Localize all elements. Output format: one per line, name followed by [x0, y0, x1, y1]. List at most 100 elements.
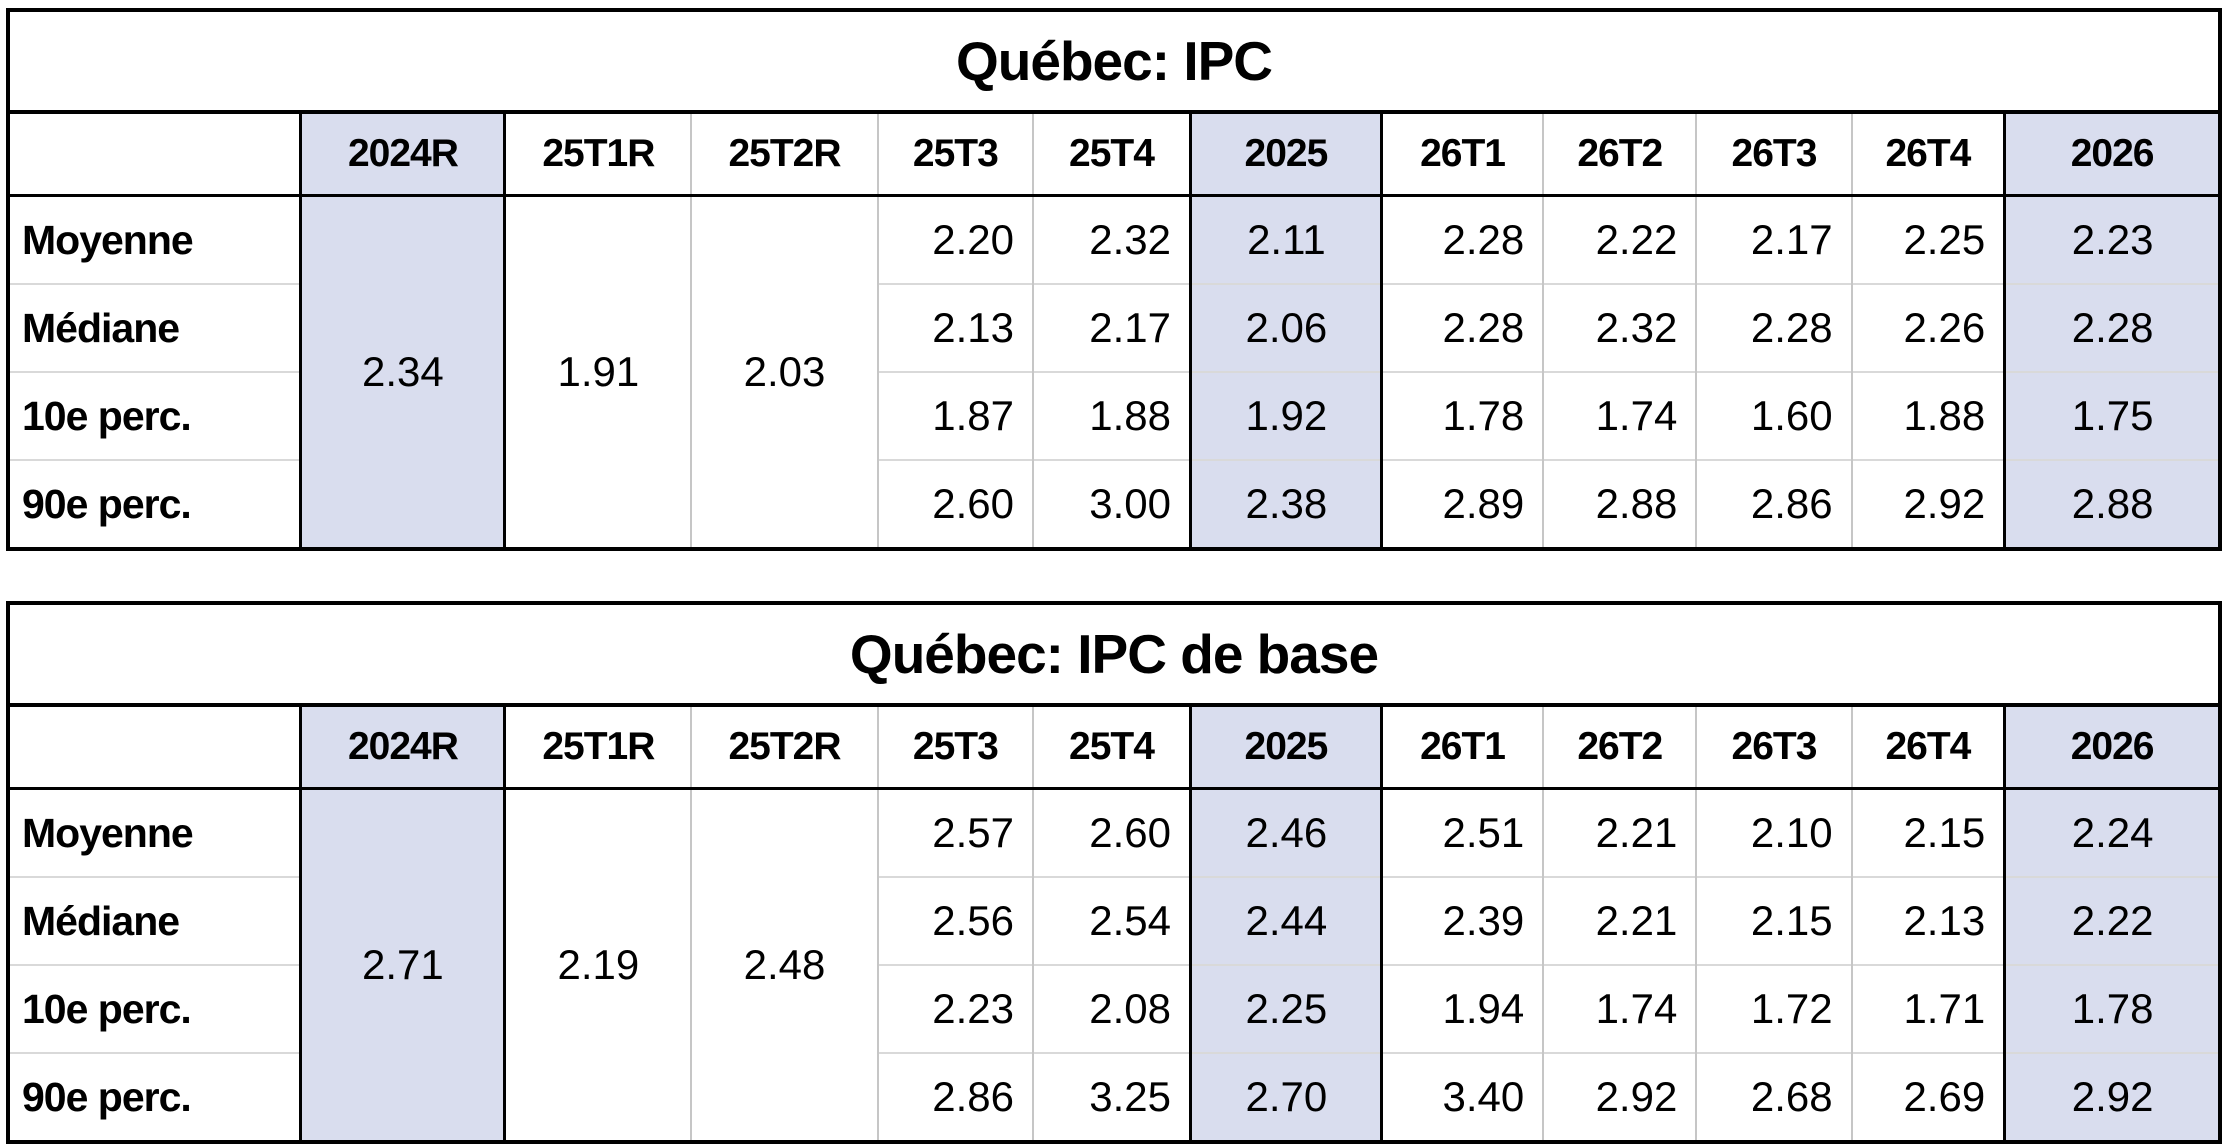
column-header: 25T2R: [690, 112, 878, 197]
value-cell: 2.26: [1850, 283, 2005, 372]
value-cell: 1.88: [1031, 371, 1191, 460]
value-cell: 2.38: [1189, 459, 1382, 549]
merged-value-cell: 2.34: [299, 195, 505, 549]
merged-value-cell: 1.91: [503, 195, 692, 549]
value-cell: 2.22: [1542, 195, 1697, 284]
merged-value-cell: 2.71: [299, 788, 505, 1142]
value-cell: 2.23: [2003, 195, 2220, 284]
value-cell: 1.71: [1850, 964, 2005, 1053]
value-cell: 1.78: [1379, 371, 1544, 460]
value-cell: 2.86: [1695, 459, 1852, 549]
value-cell: 3.25: [1031, 1052, 1191, 1142]
value-cell: 2.46: [1189, 788, 1382, 877]
value-cell: 2.54: [1031, 876, 1191, 965]
value-cell: 2.21: [1542, 876, 1697, 965]
value-cell: 2.32: [1031, 195, 1191, 284]
value-cell: 1.94: [1379, 964, 1544, 1053]
column-header: 26T1: [1379, 112, 1544, 197]
value-cell: 1.75: [2003, 371, 2220, 460]
column-header: 2025: [1189, 705, 1382, 790]
value-cell: 1.88: [1850, 371, 2005, 460]
value-cell: 2.08: [1031, 964, 1191, 1053]
column-header: 25T1R: [503, 705, 692, 790]
value-cell: 1.72: [1695, 964, 1852, 1053]
row-label: Moyenne: [22, 216, 194, 263]
value-cell: 2.86: [876, 1052, 1033, 1142]
value-cell: 2.13: [876, 283, 1033, 372]
forecast-table: Québec: IPC de base 2024R 25T1R 25T2R 25T3 25…: [6, 601, 2222, 1144]
forecast-table: Québec: IPC 2024R 25T1R 25T2R 25T3 25T4 2025 26…: [6, 8, 2222, 551]
value-cell: 2.60: [876, 459, 1033, 549]
row-label: 90e perc.: [8, 1052, 301, 1142]
value-cell: 2.44: [1189, 876, 1382, 965]
value-cell: 2.92: [1542, 1052, 1697, 1142]
forecast-report: Québec: IPC 2024R 25T1R 25T2R 25T3 25T4 2025 26…: [6, 8, 2222, 1144]
column-header: 2026: [2003, 112, 2220, 197]
table-title: Québec: IPC de base: [8, 603, 2220, 707]
column-header: 26T2: [1542, 705, 1697, 790]
column-header: 2026: [2003, 705, 2220, 790]
value-cell: 2.51: [1379, 788, 1544, 877]
value-cell: 1.74: [1542, 964, 1697, 1053]
value-cell: 2.89: [1379, 459, 1544, 549]
value-cell: 2.68: [1695, 1052, 1852, 1142]
row-label: 10e perc.: [8, 371, 301, 460]
value-cell: 2.25: [1189, 964, 1382, 1053]
row-label: Médiane: [8, 283, 301, 372]
row-label: 10e perc.: [8, 964, 301, 1053]
value-cell: 2.28: [1379, 283, 1544, 372]
value-cell: 1.92: [1189, 371, 1382, 460]
corner-cell: [8, 112, 301, 197]
value-cell: 2.11: [1189, 195, 1382, 284]
value-cell: 2.92: [1850, 459, 2005, 549]
row-label: 90e perc.: [8, 459, 301, 549]
value-cell: 2.06: [1189, 283, 1382, 372]
merged-value-cell: 2.48: [690, 788, 878, 1142]
column-header: 25T1R: [503, 112, 692, 197]
value-cell: 2.15: [1695, 876, 1852, 965]
column-header: 25T2R: [690, 705, 878, 790]
column-header: 2025: [1189, 112, 1382, 197]
row-label: Médiane: [8, 876, 301, 965]
row-label: Moyenne: [22, 809, 194, 856]
column-header: 26T2: [1542, 112, 1697, 197]
column-header: 25T3: [876, 705, 1033, 790]
value-cell: 2.15: [1850, 788, 2005, 877]
value-cell: 2.17: [1695, 195, 1852, 284]
value-cell: 1.60: [1695, 371, 1852, 460]
value-cell: 2.28: [2003, 283, 2220, 372]
column-header: 25T4: [1031, 705, 1191, 790]
column-header: 2024R: [299, 705, 505, 790]
value-cell: 2.22: [2003, 876, 2220, 965]
value-cell: 2.92: [2003, 1052, 2220, 1142]
column-header: 26T4: [1850, 112, 2005, 197]
column-header: 25T3: [876, 112, 1033, 197]
value-cell: 3.00: [1031, 459, 1191, 549]
ipc-table-section: Québec: IPC 2024R 25T1R 25T2R 25T3 25T4 2025 26…: [6, 8, 2222, 551]
value-cell: 2.28: [1379, 195, 1544, 284]
value-cell: 2.56: [876, 876, 1033, 965]
value-cell: 2.57: [876, 788, 1033, 877]
corner-cell: [8, 705, 301, 790]
column-header: 26T1: [1379, 705, 1544, 790]
column-header: 2024R: [299, 112, 505, 197]
value-cell: 2.25: [1850, 195, 2005, 284]
value-cell: 2.10: [1695, 788, 1852, 877]
value-cell: 2.39: [1379, 876, 1544, 965]
value-cell: 2.24: [2003, 788, 2220, 877]
value-cell: 1.74: [1542, 371, 1697, 460]
column-header: 26T3: [1695, 705, 1852, 790]
value-cell: 2.20: [876, 195, 1033, 284]
merged-value-cell: 2.03: [690, 195, 878, 549]
table-title: Québec: IPC: [8, 10, 2220, 114]
value-cell: 1.87: [876, 371, 1033, 460]
value-cell: 2.28: [1695, 283, 1852, 372]
column-header: 26T4: [1850, 705, 2005, 790]
value-cell: 2.69: [1850, 1052, 2005, 1142]
value-cell: 2.17: [1031, 283, 1191, 372]
ipc-de-base-table-section: Québec: IPC de base 2024R 25T1R 25T2R 25T3 25…: [6, 601, 2222, 1144]
merged-value-cell: 2.19: [503, 788, 692, 1142]
value-cell: 2.13: [1850, 876, 2005, 965]
value-cell: 2.32: [1542, 283, 1697, 372]
value-cell: 2.60: [1031, 788, 1191, 877]
